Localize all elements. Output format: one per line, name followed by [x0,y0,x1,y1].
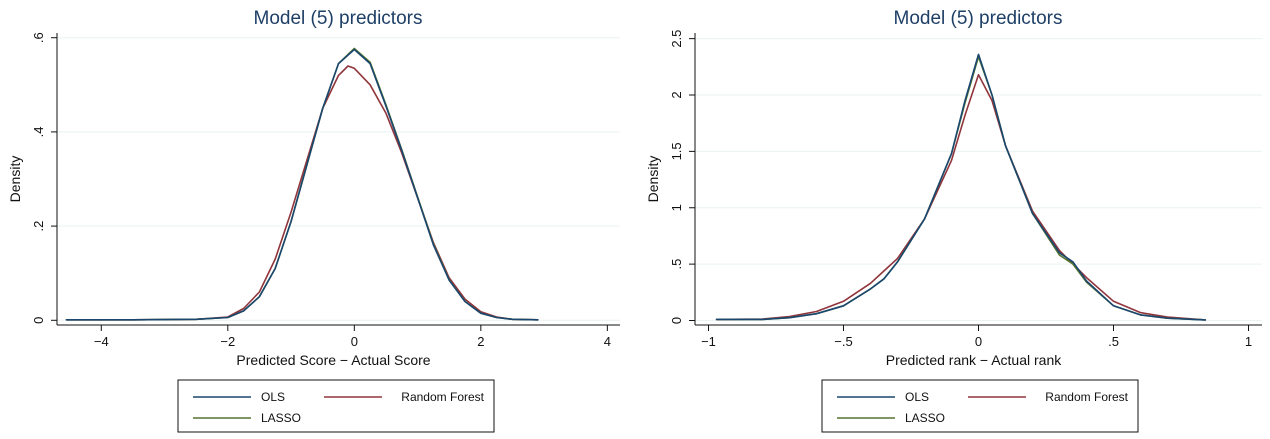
legend-box [177,379,495,433]
y-tick-label: .4 [31,126,46,137]
chart-panel-1: Model (5) predictors 0 .2 .4 .6 −4 −2 0 2 4 Predic… [7,8,620,433]
x-tick-label: 4 [604,334,611,349]
legend-label: LASSO [261,411,301,425]
series-line-ols [65,48,539,321]
series-line-random-forest [65,65,539,321]
x-tick-label: 1 [1245,334,1252,349]
series-line-ols [715,53,1207,321]
y-tick-label: 0 [669,317,684,324]
x-tick-label: .5 [1108,334,1119,349]
x-tick-label: 0 [351,334,358,349]
y-tick-label: 1.5 [669,142,684,160]
legend-label: OLS [261,390,285,404]
y-tick-label: 2 [669,91,684,98]
legend-label: OLS [905,390,929,404]
legend-label: Random Forest [401,390,484,404]
y-tick-label: 1 [669,204,684,211]
chart-title: Model (5) predictors [254,8,423,29]
y-tick-label: 0 [31,317,46,324]
y-tick-label: 2.5 [669,30,684,48]
x-tick-label: −2 [220,334,235,349]
legend: OLS Random Forest LASSO [177,379,495,433]
y-tick-label: .6 [31,32,46,43]
x-tick-label: −4 [94,334,109,349]
legend-label: LASSO [905,411,945,425]
legend: OLS Random Forest LASSO [821,379,1139,433]
chart-title: Model (5) predictors [894,8,1063,29]
y-tick-label: .5 [669,259,684,270]
y-axis-label: Density [645,156,661,203]
x-tick-label: −.5 [834,334,852,349]
x-tick-label: −1 [701,334,716,349]
legend-box [821,379,1139,433]
series-line-lasso [715,55,1207,321]
x-axis-label: Predicted Score − Actual Score [236,352,430,368]
y-axis-label: Density [7,156,23,203]
y-tick-label: .2 [31,221,46,232]
chart-panel-2: Model (5) predictors 0 .5 1 1.5 2 2.5 −1 −.5 0 .5 1… [645,8,1262,433]
series-line-random-forest [715,73,1207,321]
x-tick-label: 0 [975,334,982,349]
legend-label: Random Forest [1045,390,1128,404]
x-axis-label: Predicted rank − Actual rank [886,352,1062,368]
x-tick-label: 2 [477,334,484,349]
